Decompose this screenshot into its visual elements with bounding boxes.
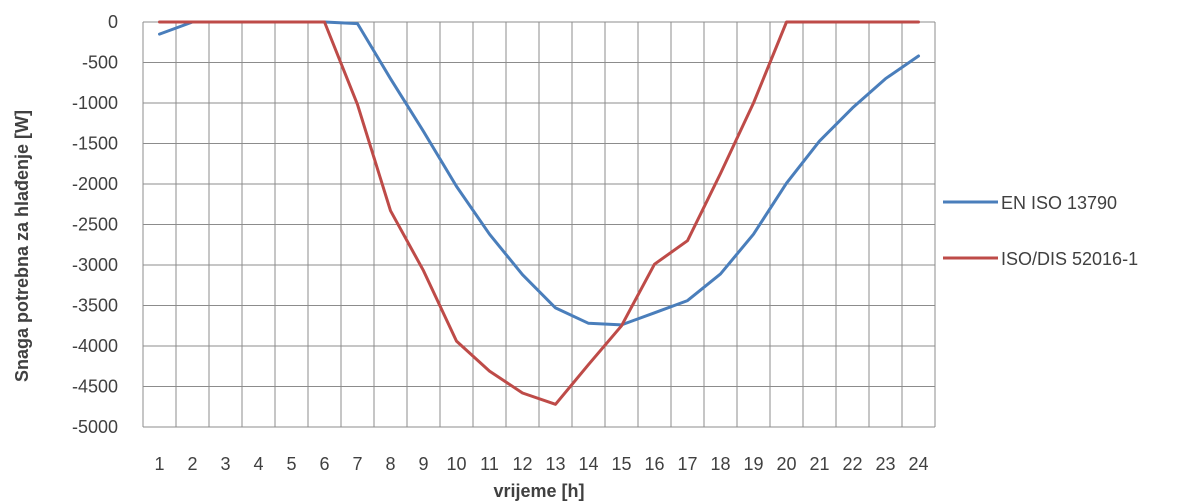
x-tick-label: 11 (480, 454, 499, 474)
y-tick-label: -2500 (72, 215, 118, 235)
y-tick-label: -3500 (72, 296, 118, 316)
x-tick-label: 20 (776, 454, 796, 474)
legend: EN ISO 13790 ISO/DIS 52016-1 (943, 193, 1138, 269)
y-axis-ticks: 0 -500 -1000 -1500 -2000 -2500 -3000 -3500 -4000… (72, 12, 118, 437)
x-tick-label: 3 (220, 454, 230, 474)
x-tick-label: 18 (710, 454, 730, 474)
y-tick-label: -4000 (72, 336, 118, 356)
x-tick-label: 13 (545, 454, 565, 474)
x-tick-label: 15 (611, 454, 631, 474)
legend-label-1: EN ISO 13790 (1001, 193, 1117, 213)
x-tick-label: 19 (743, 454, 763, 474)
x-tick-label: 24 (908, 454, 928, 474)
x-tick-label: 14 (578, 454, 598, 474)
y-tick-label: -1500 (72, 134, 118, 154)
x-tick-label: 22 (842, 454, 862, 474)
x-tick-label: 23 (875, 454, 895, 474)
x-tick-label: 2 (187, 454, 197, 474)
x-tick-label: 16 (644, 454, 664, 474)
y-tick-label: 0 (108, 12, 118, 32)
x-tick-label: 9 (418, 454, 428, 474)
y-tick-label: -5000 (72, 417, 118, 437)
y-tick-label: -2000 (72, 174, 118, 194)
series-layer (158, 20, 920, 406)
y-tick-label: -500 (82, 53, 118, 73)
y-tick-label: -4500 (72, 377, 118, 397)
y-tick-label: -1000 (72, 93, 118, 113)
x-tick-label: 6 (319, 454, 329, 474)
x-tick-label: 7 (352, 454, 362, 474)
x-tick-label: 17 (677, 454, 697, 474)
grid-layer (142, 21, 936, 428)
x-tick-label: 8 (385, 454, 395, 474)
legend-label-2: ISO/DIS 52016-1 (1001, 249, 1138, 269)
x-tick-label: 5 (286, 454, 296, 474)
y-tick-label: -3000 (72, 255, 118, 275)
x-axis-ticks: 1 2 3 4 5 6 7 8 9 10 11 12 13 14 15 16 17 18 19 20 21 22 23 24 (154, 454, 928, 474)
x-tick-label: 10 (446, 454, 466, 474)
x-tick-label: 1 (154, 454, 164, 474)
x-tick-label: 12 (512, 454, 532, 474)
x-tick-label: 4 (253, 454, 263, 474)
x-axis-title: vrijeme [h] (493, 481, 584, 501)
series-line-2 (158, 20, 920, 406)
y-axis-title: Snaga potrebna za hlađenje [W] (12, 110, 32, 382)
x-tick-label: 21 (809, 454, 829, 474)
